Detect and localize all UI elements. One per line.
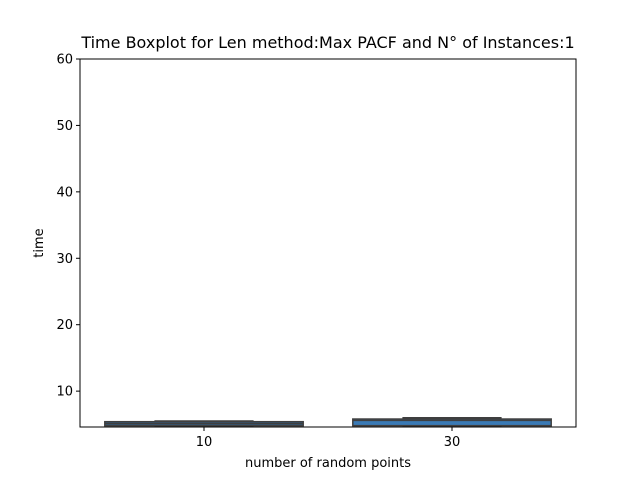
y-tick-label: 50 <box>56 119 73 134</box>
box-10 <box>104 420 304 427</box>
y-tick-label: 20 <box>56 318 73 333</box>
box-30 <box>352 416 552 427</box>
y-tick-label: 60 <box>56 53 73 68</box>
y-axis-label: time <box>32 228 47 257</box>
plot-frame <box>79 58 577 428</box>
y-tick-label: 30 <box>56 252 73 267</box>
y-axis: 10 20 30 40 50 60 <box>56 53 80 400</box>
x-axis-label: number of random points <box>245 456 411 471</box>
chart-title: Time Boxplot for Len method:Max PACF and… <box>80 33 574 52</box>
x-axis: 10 30 <box>196 427 461 450</box>
box-iqr <box>352 418 552 427</box>
x-tick-label: 10 <box>196 435 213 450</box>
x-tick-label: 30 <box>444 435 461 450</box>
plot-area <box>104 416 552 427</box>
y-tick-label: 40 <box>56 185 73 200</box>
y-tick-label: 10 <box>56 385 73 400</box>
